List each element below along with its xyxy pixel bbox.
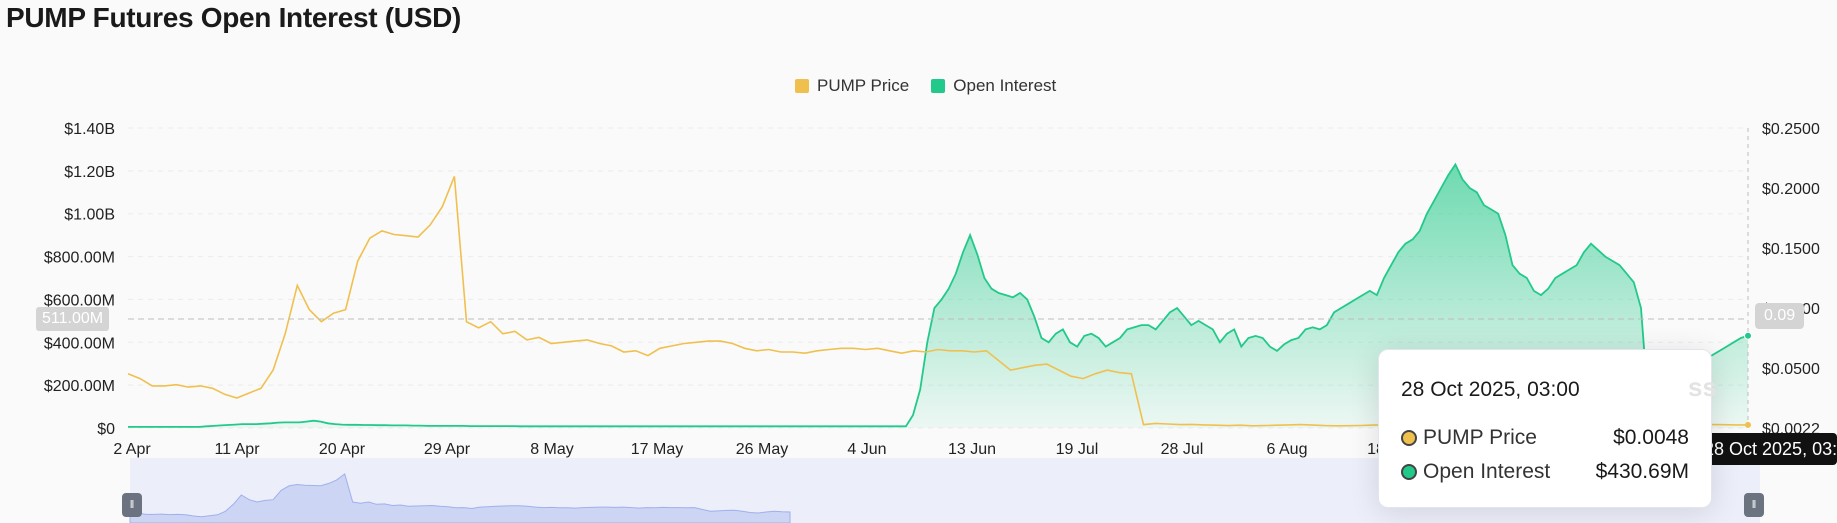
open-interest-area xyxy=(128,164,1748,428)
x-tick-label: 28 Jul xyxy=(1161,441,1204,458)
crosshair-date-label: 28 Oct 2025, 03:00 xyxy=(1700,433,1837,465)
y-right-tick-label: $0.2000 xyxy=(1762,181,1820,198)
tooltip-value-price: $0.0048 xyxy=(1613,426,1689,449)
tooltip-label-price: PUMP Price xyxy=(1423,426,1537,449)
x-tick-label: 2 Apr xyxy=(113,441,151,458)
y-left-tick-label: $800.00M xyxy=(44,250,115,267)
crosshair-right-value: 0.09 xyxy=(1755,303,1805,329)
y-left-tick-label: $200.00M xyxy=(44,378,115,395)
y-left-tick-label: $0 xyxy=(97,421,115,438)
y-right-tick-label: $0.0500 xyxy=(1762,361,1820,378)
legend-swatch-price xyxy=(795,79,809,93)
x-tick-label: 11 Apr xyxy=(214,441,260,458)
y-left-tick-label: $1.20B xyxy=(64,164,115,181)
legend-item-price[interactable]: PUMP Price xyxy=(795,76,909,96)
navigator-left-handle[interactable]: ‖ xyxy=(122,493,142,517)
x-tick-label: 17 May xyxy=(631,441,683,458)
chart-tooltip: 28 Oct 2025, 03:00 PUMP Price $0.0048 Op… xyxy=(1378,349,1712,508)
navigator-series xyxy=(129,473,791,523)
y-right-tick-label: $0.1500 xyxy=(1762,241,1820,258)
x-tick-label: 6 Aug xyxy=(1267,441,1308,458)
navigator-right-handle[interactable]: ‖ xyxy=(1744,493,1764,517)
y-left-tick-label: $1.00B xyxy=(64,207,115,224)
tooltip-row-open-interest: Open Interest $430.69M xyxy=(1401,460,1689,484)
tooltip-row-price: PUMP Price $0.0048 xyxy=(1401,426,1689,450)
tooltip-label-open-interest: Open Interest xyxy=(1423,460,1551,483)
tooltip-dot-open-interest xyxy=(1401,464,1417,480)
crosshair-left-value: 511.00M xyxy=(36,307,110,331)
open-interest-line xyxy=(128,162,1749,428)
y-left-tick-label: $600.00M xyxy=(44,292,115,309)
legend-label-open-interest: Open Interest xyxy=(953,76,1057,95)
page-title: PUMP Futures Open Interest (USD) xyxy=(6,2,462,33)
x-tick-label: 13 Jun xyxy=(948,441,996,458)
legend-swatch-open-interest xyxy=(931,79,946,93)
price-marker xyxy=(1745,421,1751,428)
x-tick-label: 20 Apr xyxy=(319,441,366,458)
tooltip-date: 28 Oct 2025, 03:00 xyxy=(1401,378,1580,401)
x-tick-label: 19 Jul xyxy=(1056,441,1099,458)
chart-legend: PUMP Price Open Interest xyxy=(795,76,1056,96)
tooltip-value-open-interest: $430.69M xyxy=(1595,460,1689,483)
y-left-tick-label: $400.00M xyxy=(44,335,115,352)
tooltip-dot-price xyxy=(1401,430,1417,446)
x-tick-label: 29 Apr xyxy=(424,441,471,458)
y-left-tick-label: $1.40B xyxy=(64,121,115,138)
x-tick-label: 8 May xyxy=(530,441,574,458)
y-right-tick-label: $0.2500 xyxy=(1762,121,1820,138)
open-interest-marker xyxy=(1744,331,1752,340)
legend-item-open-interest[interactable]: Open Interest xyxy=(931,76,1056,96)
watermark: ss xyxy=(1688,372,1717,402)
legend-label-price: PUMP Price xyxy=(817,76,910,95)
x-tick-label: 26 May xyxy=(736,441,788,458)
x-tick-label: 4 Jun xyxy=(847,441,886,458)
